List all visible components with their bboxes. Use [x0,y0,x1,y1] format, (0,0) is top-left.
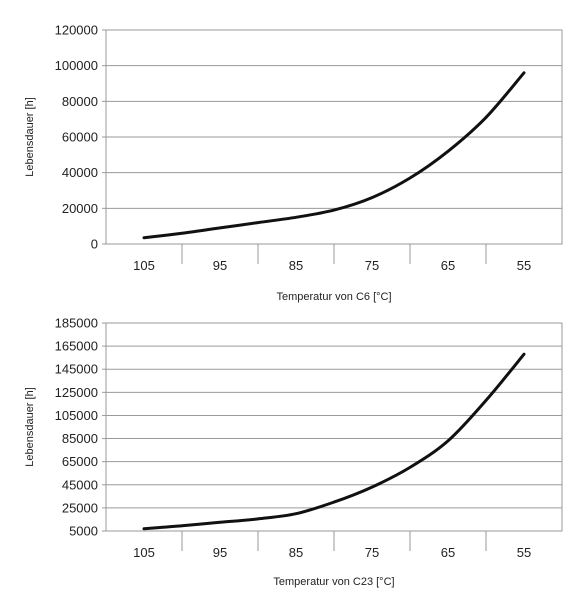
plot-frame [105,322,563,532]
y-tick-label: 100000 [55,58,98,73]
y-tick-label: 185000 [55,316,98,331]
chart-2: 5000 25000 45000 65000 85000 105000 125000 1450… [24,316,563,588]
y-tick-label: 40000 [62,165,98,180]
y-tick-label: 120000 [55,23,98,38]
y-tick-label: 25000 [62,500,98,515]
x-axis-title: Temperatur von C23 [°C] [273,576,394,588]
chart-1: 0 20000 40000 60000 80000 100000 120000 105 95 85… [24,23,563,303]
y-tick-label: 20000 [62,201,98,216]
y-tick-label: 145000 [55,362,98,377]
x-tick-label: 85 [289,258,303,273]
x-axis-title: Temperatur von C6 [°C] [276,291,391,303]
y-tick-label: 105000 [55,408,98,423]
x-tick-label: 55 [517,545,531,560]
y-axis-title: Lebensdauer [h] [24,97,36,177]
x-tick-label: 105 [133,258,155,273]
y-tick-label: 65000 [62,454,98,469]
x-tick-label: 65 [441,258,455,273]
series-line [142,352,526,531]
x-tick-label: 75 [365,258,379,273]
y-tick-label: 85000 [62,431,98,446]
y-axis-title: Lebensdauer [h] [24,387,36,467]
x-tick-label: 95 [213,545,227,560]
x-tick-label: 75 [365,545,379,560]
y-tick-label: 165000 [55,339,98,354]
y-tick-label: 60000 [62,130,98,145]
x-tick-label: 55 [517,258,531,273]
series-line [142,71,526,240]
x-tick-label: 85 [289,545,303,560]
y-tick-label: 125000 [55,385,98,400]
y-tick-label: 45000 [62,477,98,492]
x-tick-label: 105 [133,545,155,560]
y-tick-label: 0 [91,237,98,252]
y-tick-label: 5000 [69,524,98,539]
x-tick-label: 65 [441,545,455,560]
x-tick-label: 95 [213,258,227,273]
y-tick-label: 80000 [62,94,98,109]
